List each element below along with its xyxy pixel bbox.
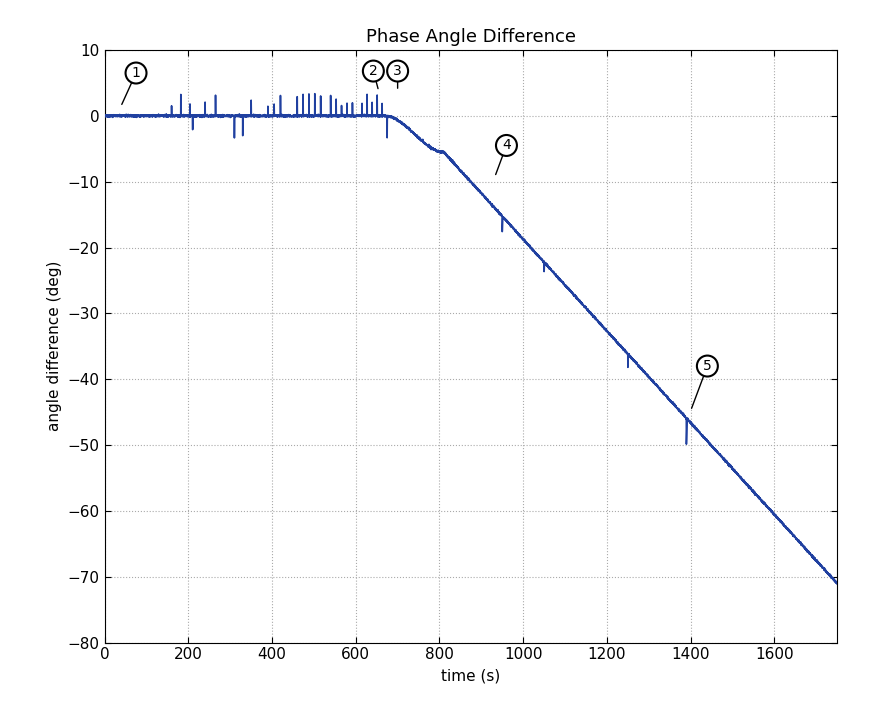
Text: 4: 4 — [495, 139, 511, 174]
Title: Phase Angle Difference: Phase Angle Difference — [366, 28, 576, 46]
Y-axis label: angle difference (deg): angle difference (deg) — [47, 261, 62, 431]
Text: 2: 2 — [369, 64, 378, 89]
X-axis label: time (s): time (s) — [441, 668, 501, 683]
Text: 3: 3 — [393, 64, 402, 89]
Text: 1: 1 — [122, 66, 140, 104]
Text: 5: 5 — [691, 359, 712, 408]
